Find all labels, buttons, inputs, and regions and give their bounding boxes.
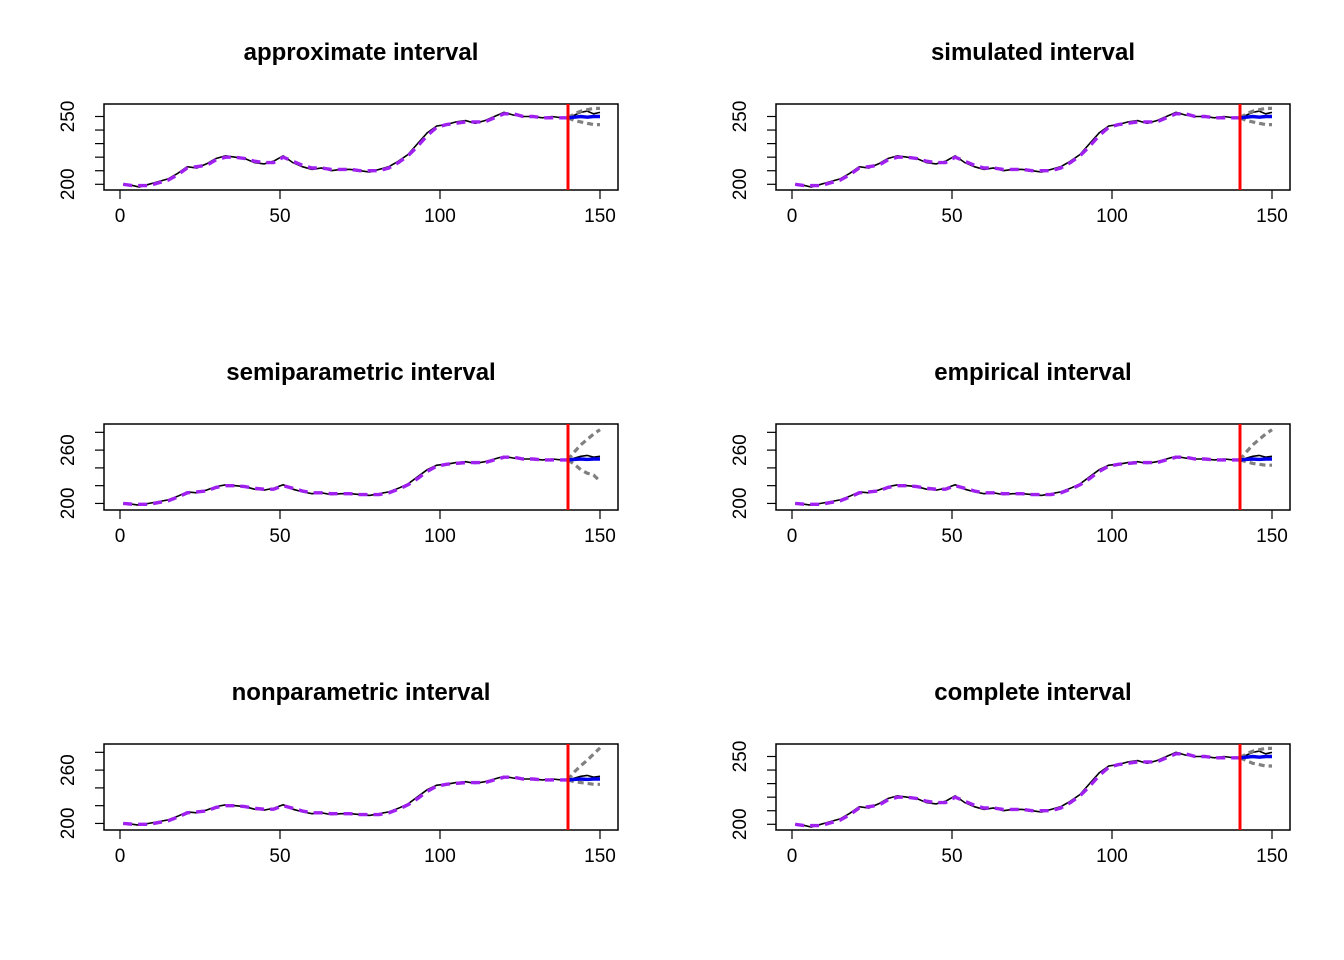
chart-panel-1: approximate interval 0 50 100 150 200 250 [58, 39, 619, 227]
forecast-line [1239, 114, 1272, 120]
chart-title: complete interval [934, 679, 1131, 706]
lower-interval-line [1239, 458, 1272, 467]
x-tick-label: 150 [584, 526, 616, 547]
actual-series-line [795, 455, 1240, 507]
chart-title: empirical interval [934, 359, 1131, 386]
x-tick-label: 150 [1256, 206, 1288, 227]
plot-frame [103, 743, 619, 831]
fitted-series-line [794, 752, 1240, 828]
x-tick-label: 50 [941, 206, 962, 227]
x-tick-label: 100 [424, 526, 456, 547]
plot-frame [775, 103, 1291, 191]
chart-panel-5: nonparametric interval 0 50 100 150 200 260 [58, 679, 619, 867]
chart-title: nonparametric interval [232, 679, 491, 706]
upper-interval-line [1238, 428, 1273, 461]
plot-frame [775, 423, 1291, 511]
fitted-series-line [794, 112, 1240, 188]
y-tick-label: 200 [58, 168, 79, 200]
x-tick-label: 100 [424, 846, 456, 867]
x-tick-label: 150 [1256, 526, 1288, 547]
x-tick-label: 100 [1096, 846, 1128, 867]
chart-panel-2: simulated interval 0 50 100 150 200 250 [730, 39, 1291, 227]
lower-interval-line [567, 778, 600, 786]
y-tick-label: 200 [58, 488, 79, 520]
forecast-line [567, 114, 600, 120]
chart-title: approximate interval [244, 39, 479, 66]
x-tick-label: 150 [584, 846, 616, 867]
y-tick-label: 200 [58, 808, 79, 840]
forecast-line [1239, 754, 1272, 760]
y-tick-label: 200 [730, 488, 751, 520]
y-tick-label: 260 [58, 754, 79, 786]
forecast-line [567, 457, 600, 462]
y-tick-label: 250 [58, 101, 79, 133]
lower-interval-line [1239, 756, 1272, 768]
fitted-series-line [795, 455, 1240, 506]
fitted-series-line [123, 775, 568, 826]
y-tick-label: 260 [730, 434, 751, 466]
chart-title: semiparametric interval [226, 359, 495, 386]
chart-title: simulated interval [931, 39, 1135, 66]
fitted-series-line [123, 455, 568, 506]
plot-frame [103, 423, 619, 511]
x-tick-label: 50 [269, 206, 290, 227]
chart-panel-4: empirical interval 0 50 100 150 200 260 [730, 359, 1291, 547]
actual-series-line [795, 751, 1240, 828]
x-tick-label: 0 [787, 206, 798, 227]
y-tick-label: 260 [58, 434, 79, 466]
chart-panel-6: complete interval 0 50 100 150 200 250 [730, 679, 1291, 867]
lower-interval-line [567, 116, 600, 127]
x-tick-label: 50 [941, 846, 962, 867]
actual-series-line [795, 111, 1240, 188]
fitted-series-line [122, 112, 568, 188]
x-tick-label: 100 [424, 206, 456, 227]
actual-series-line [123, 111, 568, 188]
y-tick-label: 250 [730, 741, 751, 773]
upper-interval-line [566, 428, 601, 461]
x-tick-label: 0 [115, 846, 126, 867]
plot-frame [775, 743, 1291, 831]
x-tick-label: 0 [787, 846, 798, 867]
x-tick-label: 0 [115, 526, 126, 547]
x-tick-label: 150 [1256, 846, 1288, 867]
y-tick-label: 200 [730, 168, 751, 200]
forecast-line [567, 777, 600, 782]
x-tick-label: 0 [115, 206, 126, 227]
actual-series-line [123, 775, 568, 827]
plot-frame [103, 103, 619, 191]
lower-interval-line [1239, 116, 1272, 127]
chart-panel-3: semiparametric interval 0 50 100 150 200 260 [58, 359, 619, 547]
actual-series-line [123, 455, 568, 507]
x-tick-label: 0 [787, 526, 798, 547]
y-tick-label: 250 [730, 101, 751, 133]
lower-interval-line [567, 458, 602, 483]
x-tick-label: 150 [584, 206, 616, 227]
y-tick-label: 200 [730, 808, 751, 840]
x-tick-label: 50 [269, 526, 290, 547]
x-tick-label: 50 [269, 846, 290, 867]
x-tick-label: 100 [1096, 206, 1128, 227]
x-tick-label: 50 [941, 526, 962, 547]
forecast-line [1239, 457, 1272, 462]
upper-interval-line [566, 746, 602, 781]
x-tick-label: 100 [1096, 526, 1128, 547]
